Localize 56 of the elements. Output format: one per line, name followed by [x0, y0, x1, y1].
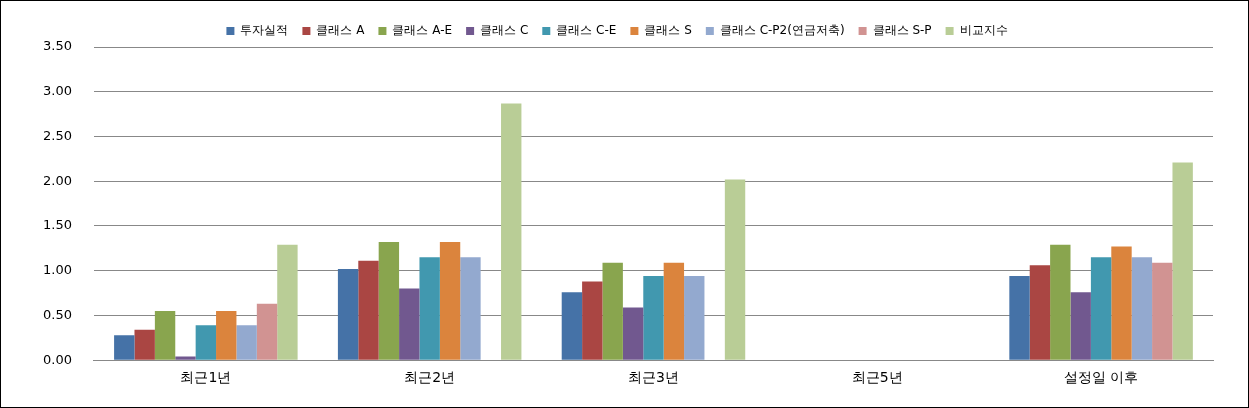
bar	[256, 303, 278, 360]
y-tick-label: 3.50	[42, 38, 72, 54]
bar	[358, 260, 379, 360]
bar	[643, 276, 664, 360]
y-tick-label: 1.50	[42, 217, 72, 233]
x-tick-label: 최근5년	[851, 369, 903, 386]
bar	[277, 244, 298, 360]
bar	[154, 310, 176, 360]
x-tick-label: 최근2년	[404, 369, 456, 386]
legend-label: 비교지수	[959, 23, 1008, 38]
bar	[216, 310, 237, 360]
legend-label: 클래스 S	[644, 23, 692, 38]
bar	[378, 242, 400, 360]
bar	[419, 257, 440, 360]
bar	[501, 103, 522, 360]
bar	[1111, 246, 1132, 360]
y-tick-label: 2.50	[42, 127, 72, 143]
bar	[134, 329, 155, 360]
x-tick-label: 설정일 이후	[1063, 369, 1139, 386]
x-tick-label: 최근3년	[628, 369, 679, 386]
y-tick-label: 3.00	[42, 83, 72, 99]
legend-label: 클래스 C-P2(연금저축)	[719, 23, 845, 38]
legend-label: 클래스 C	[480, 23, 529, 38]
bar	[1090, 257, 1112, 360]
bar	[1050, 244, 1071, 360]
bar	[602, 262, 623, 360]
bar	[439, 242, 461, 360]
legend-label: 클래스 A	[316, 23, 366, 38]
y-tick-label: 1.00	[42, 262, 72, 278]
bar	[1131, 257, 1153, 360]
bar	[195, 325, 217, 360]
bar	[460, 257, 481, 360]
bar	[236, 325, 257, 360]
bar	[1070, 292, 1091, 360]
legend-label: 투자실적	[240, 23, 289, 38]
x-tick-label: 최근1년	[180, 369, 232, 386]
y-tick-label: 0.50	[42, 306, 72, 322]
bar	[1172, 162, 1193, 360]
bar	[1152, 262, 1173, 360]
y-tick-label: 2.00	[42, 172, 72, 188]
bar	[561, 292, 583, 360]
y-tick-label: 0.00	[42, 351, 72, 367]
legend-label: 클래스 S-P	[872, 23, 932, 38]
bar	[1029, 265, 1051, 360]
bar	[1009, 276, 1030, 360]
legend-label: 클래스 C-E	[556, 23, 617, 38]
bar	[724, 179, 746, 360]
bar	[175, 356, 196, 360]
bar	[582, 281, 603, 360]
bar	[114, 335, 135, 360]
legend-label: 클래스 A-E	[392, 23, 453, 38]
bar	[663, 262, 685, 360]
bar	[684, 276, 705, 360]
bar	[337, 268, 359, 360]
bar	[399, 288, 420, 360]
bar	[622, 307, 644, 360]
